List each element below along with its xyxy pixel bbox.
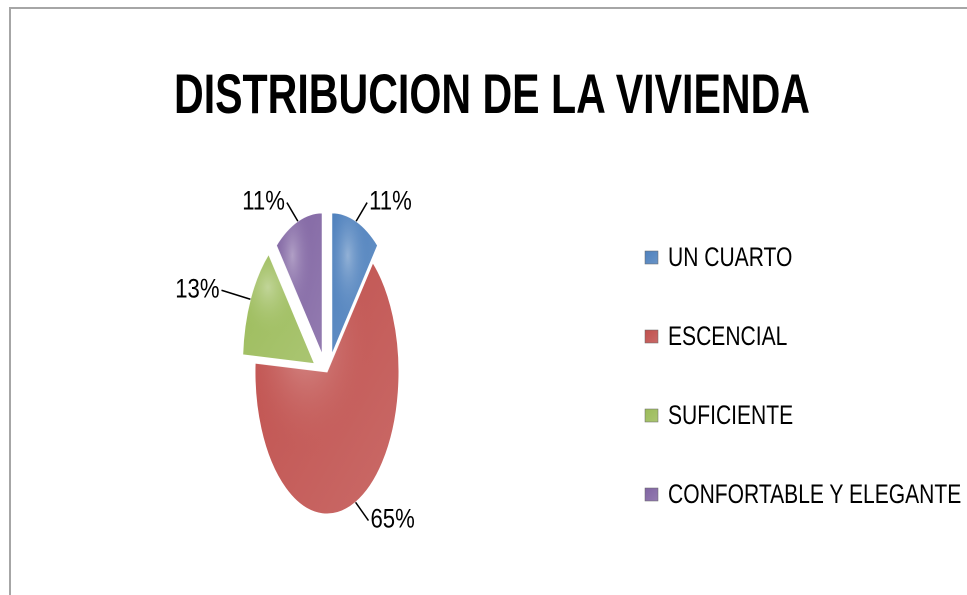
chart-title: DISTRIBUCION DE LA VIVIENDA xyxy=(174,62,810,125)
leader-line xyxy=(354,501,370,521)
slice-group xyxy=(331,212,379,356)
data-label: 13% xyxy=(175,274,219,304)
slice-group xyxy=(254,261,400,515)
leader-line xyxy=(286,202,299,222)
legend-swatch xyxy=(644,329,659,344)
data-label: 11% xyxy=(369,187,412,217)
legend-label: ESCENCIAL xyxy=(668,322,787,352)
data-label: 11% xyxy=(242,187,285,217)
slice-highlight xyxy=(276,212,323,355)
chart-frame xyxy=(9,7,967,595)
legend-label: SUFICIENTE xyxy=(668,401,793,431)
legend-label: CONFORTABLE Y ELEGANTE xyxy=(668,480,961,510)
leader-line xyxy=(355,202,368,222)
data-label: 65% xyxy=(370,505,414,535)
legend-swatch xyxy=(644,487,659,502)
slice-highlight xyxy=(242,254,315,364)
leader-line xyxy=(221,289,251,300)
legend-label: UN CUARTO xyxy=(668,243,792,273)
legend-swatch xyxy=(644,250,659,265)
slice-highlight xyxy=(255,262,400,514)
legend-swatch xyxy=(644,408,659,423)
slice-highlight xyxy=(331,212,378,355)
